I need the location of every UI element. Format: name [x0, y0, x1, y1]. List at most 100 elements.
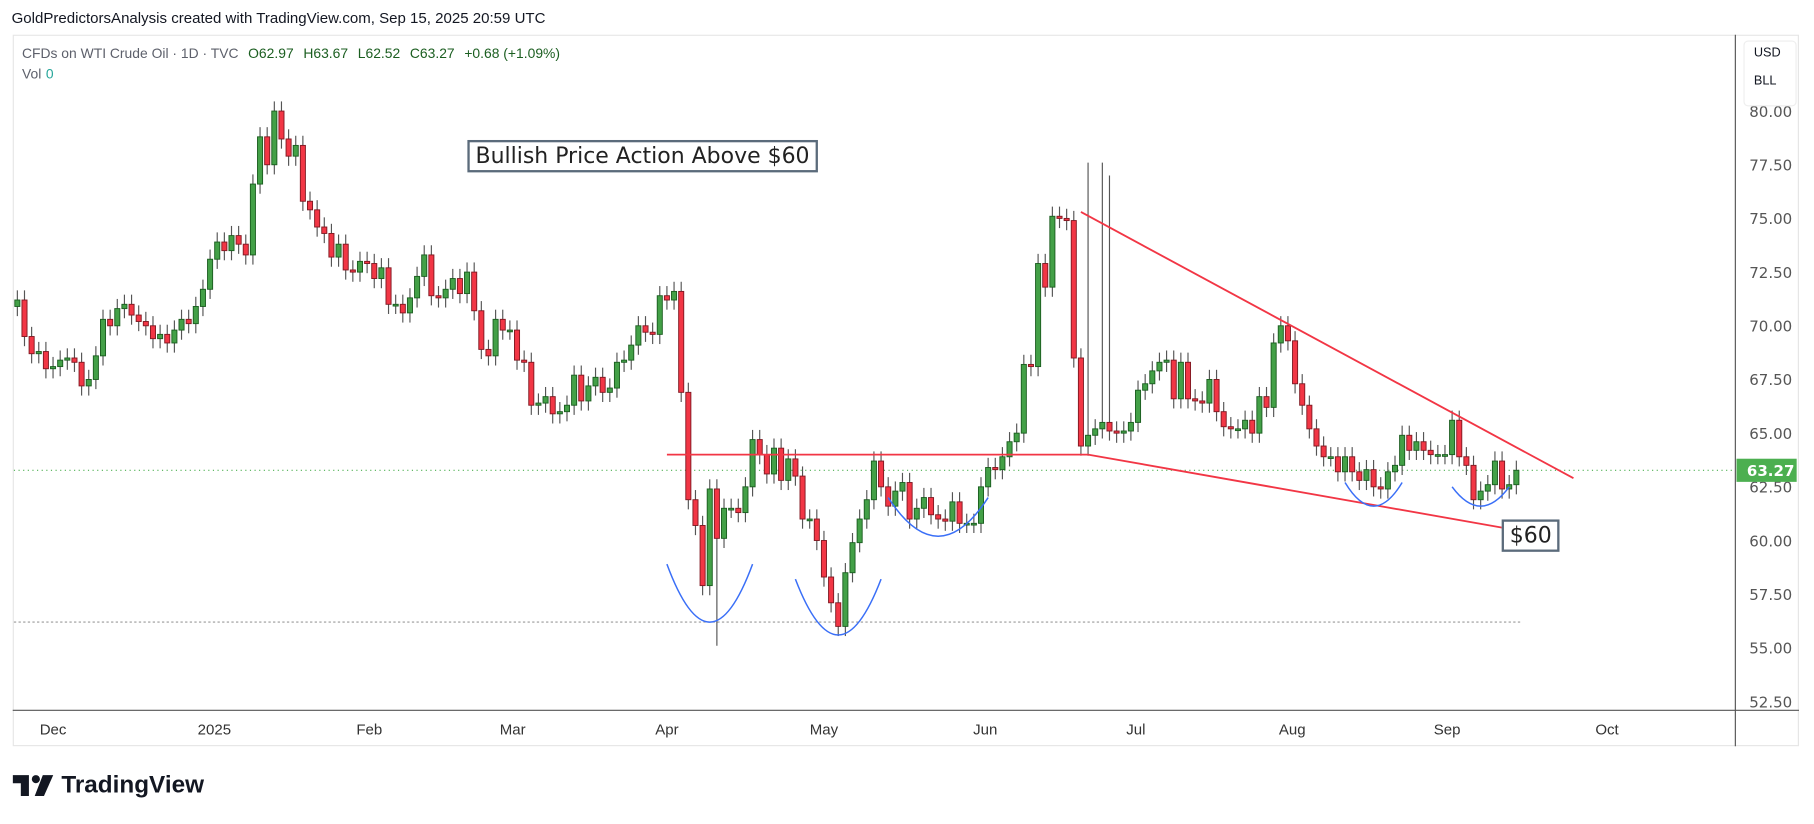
y-tick-label: 70.00	[1749, 318, 1792, 336]
candle-down	[435, 295, 442, 299]
candle-down	[1499, 460, 1506, 490]
candle-up	[985, 467, 992, 488]
candle-up	[506, 329, 513, 333]
y-tick-label: 67.50	[1749, 371, 1792, 389]
candle-up	[870, 460, 877, 501]
candle-up	[1099, 421, 1106, 430]
candle-up	[1449, 419, 1456, 456]
candle-up	[892, 490, 899, 507]
candle-down	[235, 235, 242, 245]
candle-up	[356, 260, 363, 273]
candle-up	[35, 351, 42, 355]
candle-down	[942, 518, 949, 522]
candle-up	[806, 518, 813, 522]
candle-down	[471, 271, 478, 312]
candle-up	[856, 518, 863, 544]
candle-down	[349, 269, 356, 273]
title-annotation[interactable]: Bullish Price Action Above $60	[467, 139, 818, 173]
candle-up	[1120, 430, 1127, 434]
candle-up	[749, 439, 756, 488]
candle-down	[1184, 361, 1192, 400]
x-tick-label: May	[810, 722, 839, 739]
candle-down	[813, 518, 820, 541]
candle-up	[785, 458, 792, 481]
candle-down	[992, 467, 999, 471]
candle-down	[1377, 486, 1384, 490]
candle-up	[121, 303, 128, 310]
candle-down	[1199, 400, 1206, 404]
candle-up	[114, 308, 121, 327]
symbol-legend: CFDs on WTI Crude Oil · 1D · TVC O62.97 …	[22, 45, 566, 61]
candle-up	[1013, 432, 1020, 443]
candle-down	[1106, 421, 1113, 432]
x-tick-label: Jun	[973, 722, 997, 739]
candle-up	[292, 144, 299, 157]
candle-up	[1092, 428, 1099, 436]
chart-credit: GoldPredictorsAnalysis created with Trad…	[11, 9, 546, 27]
candle-down	[578, 374, 585, 402]
rounded-bottom-arc	[794, 578, 882, 636]
candle-down	[499, 318, 506, 331]
candle-up	[1434, 454, 1441, 457]
symbol-name[interactable]: CFDs on WTI Crude Oil · 1D · TVC	[21, 45, 239, 62]
candle-up	[257, 136, 264, 185]
rounded-bottom-arc	[1344, 482, 1403, 507]
candle-down	[1299, 383, 1306, 406]
candle-up	[406, 297, 413, 314]
candle-up	[378, 267, 385, 280]
vol-value: 0	[45, 65, 54, 83]
candle-up	[706, 488, 713, 587]
candle-up	[621, 359, 628, 363]
candle-down	[1427, 449, 1434, 456]
candle-down	[371, 263, 378, 280]
candle-up	[1384, 471, 1391, 490]
candle-down	[307, 200, 314, 211]
candle-down	[1306, 404, 1313, 430]
last-price-label: 63.27	[1747, 462, 1795, 480]
candle-down	[799, 475, 806, 520]
candle-down	[364, 260, 371, 264]
x-tick-label: Feb	[356, 722, 382, 739]
candle-up	[656, 295, 663, 335]
candle-down	[1113, 430, 1120, 434]
candle-down	[1027, 363, 1034, 368]
candle-up	[1206, 379, 1213, 404]
candle-down	[135, 314, 142, 322]
x-tick-label: Mar	[500, 722, 526, 739]
candle-down	[1220, 411, 1227, 428]
candle-up	[171, 329, 178, 344]
level-annotation[interactable]: $60	[1501, 519, 1560, 552]
candle-down	[1042, 263, 1049, 288]
candle-down	[521, 359, 528, 363]
candle-up	[1006, 441, 1013, 458]
candle-up	[1277, 325, 1284, 344]
unit-selector[interactable]: USD BLL	[1743, 40, 1797, 107]
candle-down	[792, 458, 799, 477]
candle-down	[685, 391, 692, 501]
candle-down	[1334, 456, 1341, 473]
candle-up	[442, 288, 449, 299]
y-tick-label: 57.50	[1749, 586, 1792, 604]
candle-up	[563, 404, 570, 413]
candle-down	[756, 439, 763, 456]
candle-up	[970, 522, 977, 526]
y-tick-label: 62.50	[1749, 479, 1792, 497]
candle-up	[571, 374, 578, 406]
candle-down	[221, 241, 228, 252]
x-tick-label: Apr	[655, 722, 678, 739]
candle-down	[164, 333, 171, 344]
tradingview-logo[interactable]: TradingView	[12, 772, 204, 800]
candle-down	[906, 482, 913, 520]
candle-down	[928, 497, 935, 516]
candle-down	[642, 325, 649, 333]
candle-up	[421, 254, 428, 277]
candle-down	[385, 267, 392, 305]
candle-down	[820, 540, 827, 578]
chart-panel[interactable]	[12, 34, 1799, 747]
candle-down	[264, 136, 271, 166]
candle-down	[1406, 434, 1413, 451]
candle-down	[778, 447, 785, 481]
candle-up	[1256, 396, 1263, 434]
candle-down	[599, 376, 606, 393]
